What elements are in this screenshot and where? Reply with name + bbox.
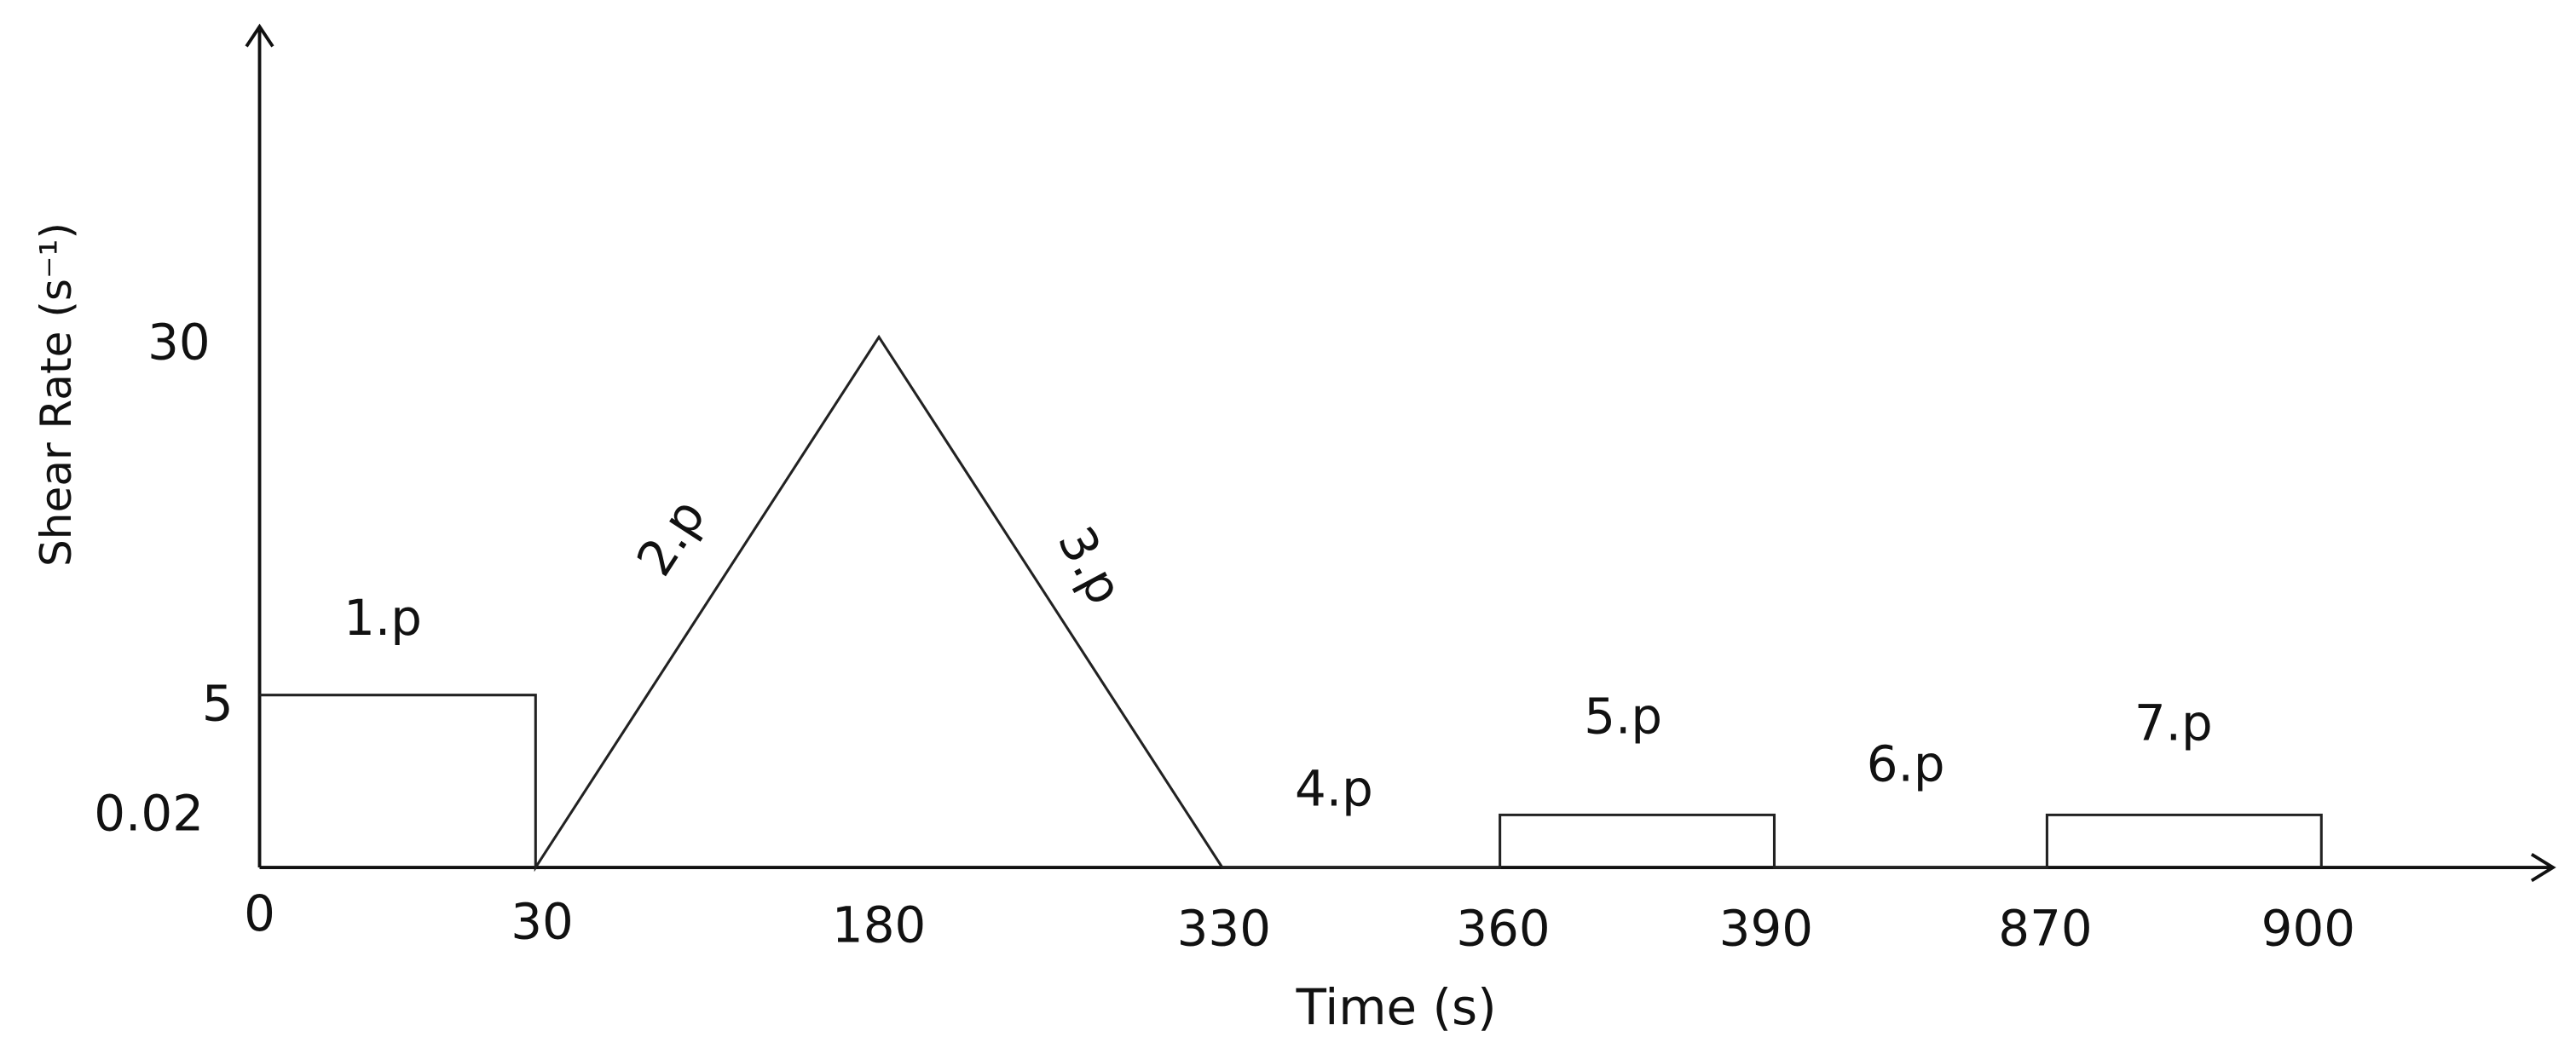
- phase-label: 3.p: [1047, 517, 1135, 614]
- phase-label: 7.p: [2134, 694, 2213, 752]
- phase-label: 6.p: [1867, 735, 1945, 793]
- x-tick-label: 390: [1719, 899, 1813, 957]
- phase-label: 4.p: [1295, 760, 1373, 818]
- x-tick-label: 30: [511, 893, 574, 951]
- axes: [245, 23, 2556, 883]
- y-tick-label: 5: [202, 674, 234, 732]
- x-tick-label: 360: [1456, 899, 1550, 957]
- y-tick-label: 0.02: [94, 784, 204, 842]
- phase-label: 5.p: [1584, 688, 1662, 746]
- y-arrow: [245, 23, 274, 48]
- x-tick-label: 180: [832, 896, 926, 953]
- x-tick-label: 900: [2261, 899, 2355, 957]
- phase-label: 2.p: [625, 488, 716, 585]
- x-tick-label: 330: [1177, 899, 1271, 957]
- x-tick-label: 0: [244, 884, 275, 942]
- shear-profile: [259, 334, 2323, 873]
- y-tick-label: 30: [147, 313, 211, 371]
- x-axis-title: Time (s): [1296, 978, 1497, 1036]
- y-axis-title: Shear Rate (s⁻¹): [31, 222, 81, 567]
- x-arrow: [2530, 852, 2556, 883]
- x-tick-label: 870: [1998, 899, 2092, 957]
- phase-label: 1.p: [344, 589, 422, 647]
